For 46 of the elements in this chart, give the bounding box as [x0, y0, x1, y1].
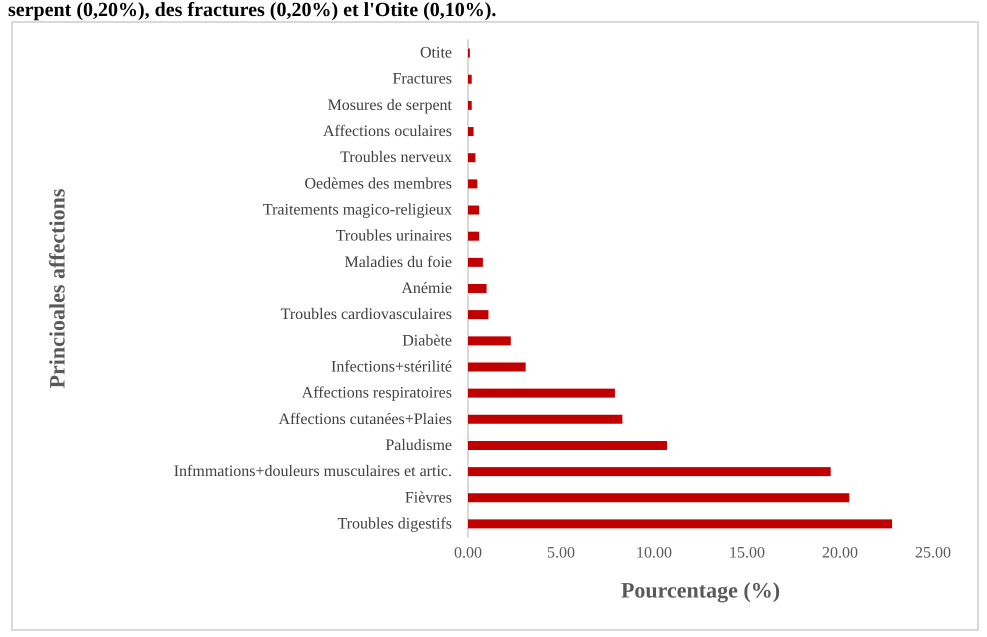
bar — [468, 179, 478, 188]
y-tick-label: Troubles digestifs — [337, 515, 452, 532]
bar — [468, 414, 622, 424]
y-tick-label: Paludisme — [385, 436, 452, 454]
x-axis-title: Pourcentage (%) — [620, 578, 780, 602]
y-tick-label: Infmmations+douleurs musculaires et artic. — [174, 463, 452, 480]
x-tick-label: 20.00 — [822, 544, 858, 562]
bar — [468, 206, 480, 215]
y-tick-label: Anémie — [401, 280, 452, 297]
bar — [468, 388, 615, 398]
x-tick-label: 10.00 — [636, 544, 672, 562]
y-tick-label: Otite — [420, 44, 452, 62]
bar — [468, 336, 511, 346]
bar — [468, 127, 474, 136]
bar — [468, 100, 472, 110]
bar — [468, 493, 850, 502]
y-tick-label: Troubles cardiovasculaires — [280, 306, 452, 324]
bar — [468, 153, 476, 162]
bar — [468, 440, 668, 450]
x-tick-label: 0.00 — [454, 544, 482, 562]
y-axis-title: Princioales affections — [44, 188, 70, 388]
y-tick-label: Fractures — [392, 70, 452, 88]
y-tick-label: Traitements magico-religieux — [262, 202, 452, 219]
y-tick-label: Troubles urinaires — [336, 228, 452, 245]
bar — [468, 310, 488, 320]
text: serpent (0,20%), des fractures (0,20%) et l'Otite (0,10%). — [8, 0, 496, 21]
bar — [468, 258, 483, 267]
x-tick-label: 15.00 — [729, 544, 765, 562]
x-tick-label: 25.00 — [915, 544, 951, 562]
y-tick-label: Troubles nerveux — [340, 149, 452, 166]
y-tick-label: Affections cutanées+Plaies — [278, 410, 452, 428]
y-tick-label: Oedèmes des membres — [304, 175, 452, 192]
y-tick-label: Affections oculaires — [323, 123, 452, 140]
bar — [468, 362, 526, 372]
y-tick-label: Fièvres — [404, 489, 452, 506]
bar — [468, 519, 892, 528]
bar — [468, 284, 487, 293]
bar — [468, 232, 480, 241]
y-tick-label: Affections respiratoires — [302, 384, 452, 402]
y-tick-label: Infections+stérilité — [331, 358, 452, 376]
y-tick-label: Maladies du foie — [344, 254, 452, 271]
x-tick-label: 5.00 — [547, 544, 575, 562]
y-tick-label: Diabète — [402, 332, 452, 350]
bar — [468, 467, 831, 476]
bar — [468, 74, 472, 84]
y-tick-label: Mosures de serpent — [328, 96, 453, 114]
